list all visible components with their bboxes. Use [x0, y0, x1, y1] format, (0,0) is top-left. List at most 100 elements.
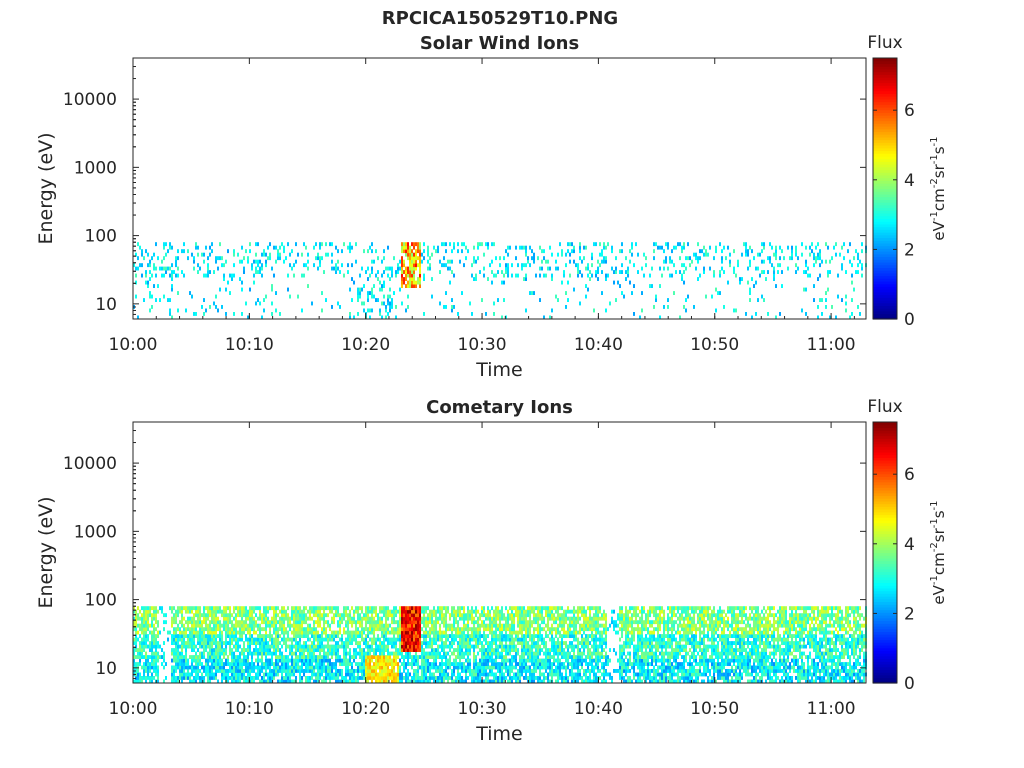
heatmap-cell: [395, 679, 397, 684]
heatmap-cell: [449, 613, 451, 618]
heatmap-cell: [283, 630, 285, 635]
heatmap-cell: [183, 676, 185, 680]
heatmap-cell: [401, 606, 403, 611]
heatmap-cell: [399, 634, 401, 638]
heatmap-cell: [545, 655, 547, 659]
heatmap-cell: [849, 242, 851, 247]
heatmap-cell: [221, 658, 223, 663]
heatmap-cell: [495, 672, 497, 677]
heatmap-cell: [643, 252, 645, 257]
heatmap-cell: [329, 634, 331, 638]
heatmap-cell: [487, 679, 489, 684]
heatmap-cell: [403, 623, 405, 628]
heatmap-cell: [199, 655, 201, 659]
heatmap-cell: [383, 627, 385, 632]
heatmap-cell: [545, 273, 547, 278]
heatmap-cell: [283, 249, 285, 254]
heatmap-cell: [491, 606, 493, 611]
heatmap-cell: [363, 284, 365, 288]
heatmap-cell: [215, 609, 217, 614]
heatmap-cell: [505, 249, 507, 254]
heatmap-cell: [255, 252, 257, 257]
heatmap-cell: [291, 672, 293, 677]
heatmap-cell: [341, 620, 343, 625]
heatmap-cell: [219, 644, 221, 649]
heatmap-cell: [469, 651, 471, 656]
heatmap-cell: [523, 641, 525, 645]
heatmap-cell: [149, 609, 151, 614]
heatmap-cell: [285, 672, 287, 677]
heatmap-cell: [301, 308, 303, 313]
heatmap-cell: [531, 651, 533, 656]
heatmap-cell: [771, 263, 773, 268]
heatmap-cell: [457, 641, 459, 645]
heatmap-cell: [487, 655, 489, 659]
heatmap-cell: [409, 662, 411, 666]
heatmap-cell: [389, 676, 391, 680]
heatmap-cell: [267, 679, 269, 684]
heatmap-cell: [259, 623, 261, 628]
heatmap-cell: [261, 263, 263, 268]
heatmap-cell: [457, 665, 459, 670]
heatmap-cell: [359, 616, 361, 621]
heatmap-cell: [411, 655, 413, 659]
heatmap-cell: [277, 669, 279, 673]
heatmap-cell: [299, 623, 301, 628]
heatmap-cell: [489, 613, 491, 618]
heatmap-cell: [487, 242, 489, 247]
heatmap-cell: [215, 620, 217, 625]
heatmap-cell: [469, 637, 471, 642]
heatmap-cell: [361, 616, 363, 621]
heatmap-cell: [309, 616, 311, 621]
heatmap-cell: [473, 662, 475, 666]
heatmap-cell: [161, 259, 163, 264]
heatmap-cell: [531, 658, 533, 663]
heatmap-cell: [831, 256, 833, 261]
heatmap-cell: [493, 616, 495, 621]
colorbar-swatch: [873, 82, 897, 86]
heatmap-cell: [445, 634, 447, 638]
heatmap-cell: [321, 669, 323, 673]
heatmap-cell: [179, 606, 181, 611]
heatmap-cell: [387, 679, 389, 684]
heatmap-cell: [349, 315, 351, 320]
heatmap-cell: [535, 273, 537, 278]
heatmap-cell: [277, 665, 279, 670]
heatmap-cell: [427, 630, 429, 635]
heatmap-cell: [449, 658, 451, 663]
heatmap-cell: [463, 679, 465, 684]
heatmap-cell: [479, 669, 481, 673]
heatmap-cell: [279, 620, 281, 625]
heatmap-cell: [749, 245, 751, 250]
heatmap-cell: [369, 308, 371, 313]
heatmap-cell: [235, 620, 237, 625]
heatmap-cell: [311, 616, 313, 621]
heatmap-cell: [147, 263, 149, 268]
heatmap-cell: [411, 256, 413, 261]
heatmap-cell: [403, 242, 405, 247]
heatmap-cell: [277, 648, 279, 652]
heatmap-cell: [203, 637, 205, 642]
heatmap-cell: [459, 676, 461, 680]
heatmap-cell: [533, 252, 535, 257]
heatmap-cell: [467, 623, 469, 628]
heatmap-cell: [391, 613, 393, 618]
heatmap-cell: [473, 672, 475, 677]
heatmap-cell: [151, 662, 153, 666]
heatmap-cell: [151, 679, 153, 684]
heatmap-cell: [355, 669, 357, 673]
heatmap-cell: [135, 616, 137, 621]
heatmap-cell: [305, 630, 307, 635]
heatmap-cell: [151, 658, 153, 663]
heatmap-cell: [535, 665, 537, 670]
heatmap-cell: [459, 655, 461, 659]
heatmap-cell: [455, 630, 457, 635]
heatmap-cell: [515, 651, 517, 656]
unit-symbol: sr: [930, 163, 948, 178]
heatmap-cell: [469, 669, 471, 673]
heatmap-cell: [541, 637, 543, 642]
heatmap-cell: [403, 637, 405, 642]
heatmap-cell: [171, 637, 173, 642]
colorbar-swatch: [873, 297, 897, 301]
heatmap-cell: [439, 301, 441, 306]
